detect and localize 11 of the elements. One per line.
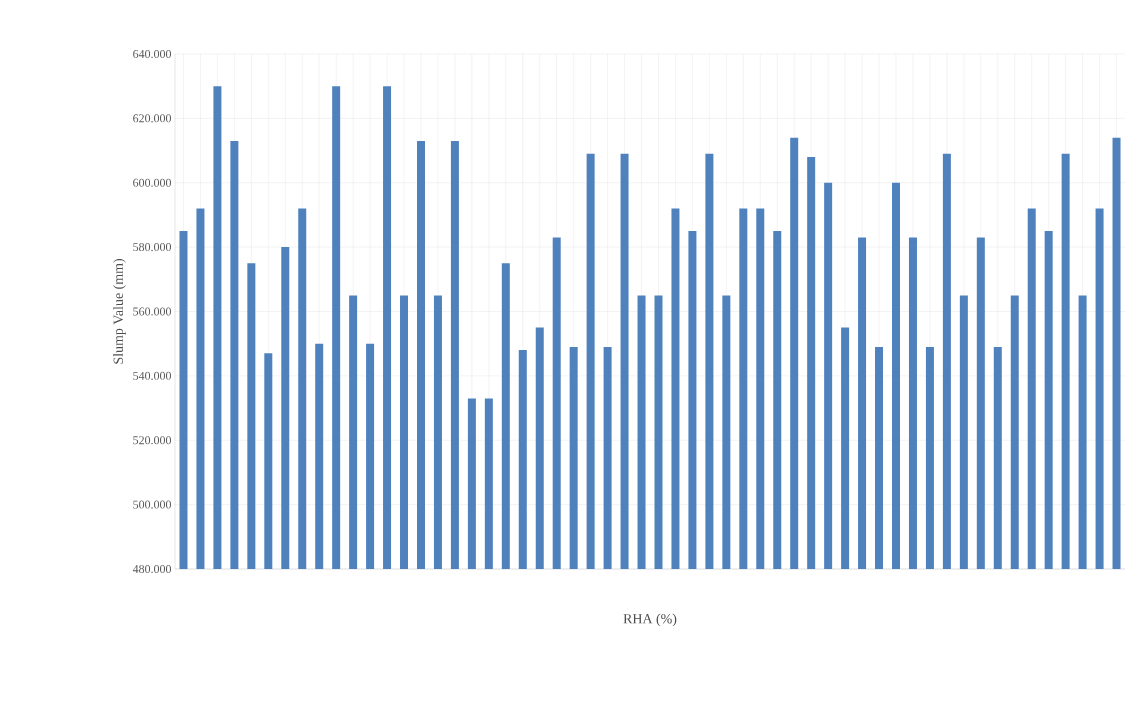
x-axis-title: RHA (%) [623,613,677,627]
y-axis-title: Slump Value (mm) [113,259,126,364]
y-tick-label: 560.000 [133,307,172,316]
y-tick-label: 520.000 [133,436,172,445]
y-tick-label: 480.000 [132,564,172,574]
y-tick-label: 620.000 [133,114,172,123]
y-tick-label: 500.000 [133,500,172,509]
y-tick-label: 600.000 [133,178,172,187]
y-tick-label: 640.000 [133,49,172,59]
y-tick-label: 580.000 [133,243,172,252]
y-tick-label: 540.000 [133,371,172,380]
